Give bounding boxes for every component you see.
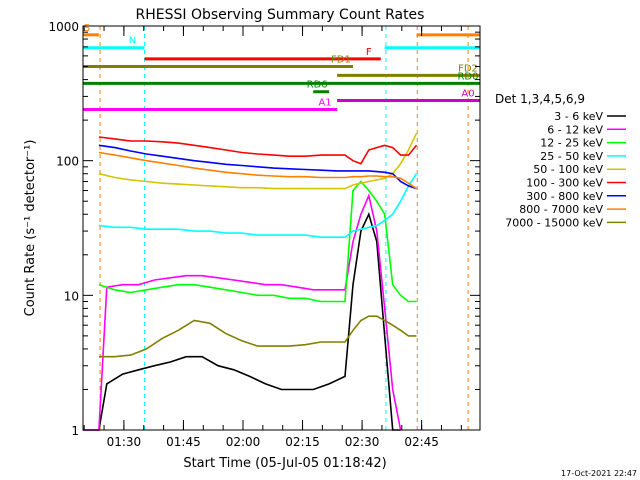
plot-frame	[82, 25, 481, 431]
y-axis-label: Count Rate (s⁻¹ detector⁻¹)	[23, 140, 38, 317]
flag-label-fd2: FD2	[458, 63, 478, 74]
legend-label-2: 12 - 25 keV	[540, 137, 603, 150]
series-line-0	[83, 212, 401, 431]
flag-label-rd0: RD0	[457, 71, 478, 82]
series-line-2	[98, 180, 417, 303]
legend-label-8: 7000 - 15000 keV	[505, 216, 603, 229]
flag-label-rd6: RD6	[307, 80, 328, 91]
flag-label-fd1: FD1	[331, 55, 351, 66]
chart-title: RHESSI Observing Summary Count Rates	[136, 7, 425, 23]
axes: 1 10 100 1000 01:30 01:45 02:00 02:15 02:30 02:45	[48, 20, 480, 449]
flag-label-a0: A0	[461, 88, 474, 99]
flag-label-n: N	[129, 36, 136, 47]
y-tick-label-2: 100	[56, 155, 79, 169]
legend-label-6: 300 - 800 keV	[526, 190, 603, 203]
series-line-5	[98, 136, 418, 165]
x-tick-label-5: 02:45	[404, 435, 439, 449]
x-tick-label-4: 02:30	[345, 435, 380, 449]
flag-label-s: S	[84, 23, 90, 34]
legend-label-0: 3 - 6 keV	[554, 110, 603, 123]
series-line-7	[98, 151, 417, 190]
y-tick-label-3: 1000	[48, 20, 79, 34]
series-line-3	[98, 173, 418, 238]
series-line-4	[98, 132, 418, 190]
footer-date: 17-Oct-2021 22:47	[561, 469, 637, 478]
legend-label-7: 800 - 7000 keV	[519, 203, 603, 216]
flag-label-a1: A1	[318, 97, 331, 108]
legend-label-5: 100 - 300 keV	[526, 177, 603, 190]
series-line-6	[98, 144, 417, 190]
legend-label-4: 50 - 100 keV	[533, 163, 603, 176]
series-lines	[83, 132, 418, 431]
flag-label-f: F	[366, 47, 372, 58]
x-tick-label-2: 02:00	[226, 435, 261, 449]
x-tick-label-0: 01:30	[107, 435, 142, 449]
x-tick-label-3: 02:15	[285, 435, 320, 449]
legend-label-3: 25 - 50 keV	[540, 150, 603, 163]
y-tick-label-0: 1	[71, 424, 79, 438]
series-line-8	[98, 315, 417, 358]
y-tick-label-1: 10	[64, 289, 79, 303]
legend-title: Det 1,3,4,5,6,9	[495, 92, 585, 106]
vertical-markers	[99, 26, 469, 430]
x-tick-label-1: 01:45	[166, 435, 201, 449]
x-axis-label: Start Time (05-Jul-05 01:18:42)	[183, 456, 386, 471]
series-line-1	[83, 192, 402, 431]
legend-label-1: 6 - 12 keV	[547, 123, 603, 136]
